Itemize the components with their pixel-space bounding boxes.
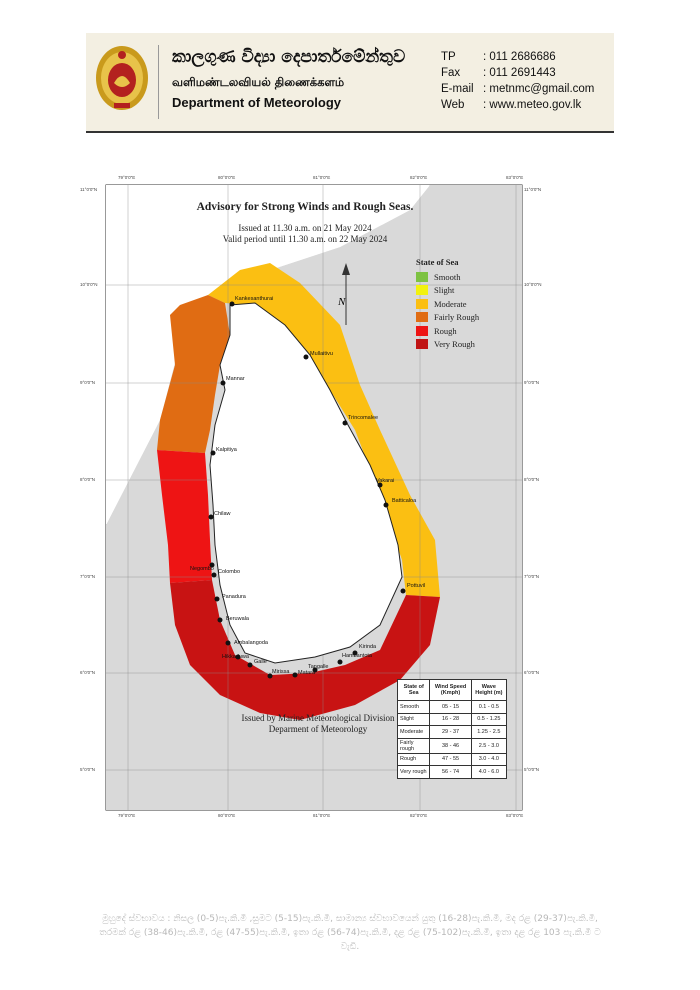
place-label: Ambalangoda bbox=[234, 640, 269, 646]
department-name-english: Department of Meteorology bbox=[172, 95, 342, 110]
lon-tick-label: 82°0'0"E bbox=[410, 175, 428, 180]
contact-email[interactable]: E-mail: metnmc@gmail.com bbox=[441, 83, 595, 95]
place-label: Pottuvil bbox=[407, 583, 425, 589]
lon-tick-label: 83°0'0"E bbox=[506, 175, 524, 180]
place-label: Kirinda bbox=[359, 644, 377, 650]
place-label: Mirissa bbox=[272, 669, 290, 675]
place-label: Tangalle bbox=[308, 664, 329, 670]
sea-state-map: Kankesanthurai Mullaitivu Mannar Trincom… bbox=[80, 165, 550, 825]
lon-tick-label: 79°0'0"E bbox=[118, 813, 136, 818]
lon-tick-label: 81°0'0"E bbox=[313, 813, 331, 818]
lat-tick-label: 5°0'0"N bbox=[80, 767, 96, 772]
department-name-tamil: வளிமண்டலவியல் திணைக்களம் bbox=[172, 75, 345, 89]
place-label: Trincomalee bbox=[348, 415, 378, 421]
place-label: Kankesanthurai bbox=[235, 296, 273, 302]
place-label: Hambantota bbox=[342, 653, 373, 659]
place-label: Matara bbox=[298, 670, 316, 676]
legend-item: Slight bbox=[416, 284, 508, 298]
sri-lanka-landmass bbox=[209, 302, 403, 664]
place-label: Kalpitiya bbox=[216, 447, 238, 453]
contact-fax: Fax: 011 2691443 bbox=[441, 67, 556, 79]
lon-tick-label: 79°0'0"E bbox=[118, 175, 136, 180]
department-name-sinhala: කාලගුණ විද්‍යා දෙපාර්තමේන්තුව bbox=[172, 47, 406, 67]
legend-item: Moderate bbox=[416, 297, 508, 311]
issuer-note: Issued by Marine Meteorological Division… bbox=[241, 713, 395, 734]
lon-tick-label: 80°0'0"E bbox=[218, 175, 236, 180]
sea-state-description-sinhala: මුහුදේ ස්වභාවය : නිසල (0-5)පැ.කි.මී ,සුම… bbox=[99, 914, 601, 952]
lat-tick-label: 5°0'0"N bbox=[524, 767, 540, 772]
department-emblem-icon bbox=[96, 46, 148, 110]
zone-very-rough bbox=[170, 580, 440, 720]
lat-tick-label: 9°0'0"N bbox=[80, 380, 96, 385]
lat-tick-label: 10°0'0"N bbox=[524, 282, 542, 287]
issued-info: Issued at 11.30 a.m. on 21 May 2024 Vali… bbox=[222, 223, 388, 244]
lat-tick-label: 7°0'0"N bbox=[80, 574, 96, 579]
table-row: Rough 47 - 55 3.0 - 4.0 bbox=[396, 752, 508, 766]
place-label: Mannar bbox=[226, 376, 245, 382]
letterhead-divider bbox=[158, 45, 159, 119]
coastal-stations bbox=[208, 301, 406, 679]
lon-tick-label: 81°0'0"E bbox=[313, 175, 331, 180]
place-label: Colombo bbox=[218, 569, 240, 575]
sea-state-table: State of Sea Wind Speed (Kmph) Wave Heig… bbox=[396, 679, 508, 779]
contact-block: TP: 011 2686686 Fax: 011 2691443 E-mail:… bbox=[441, 51, 594, 115]
lat-tick-label: 8°0'0"N bbox=[80, 477, 96, 482]
unclassified-area bbox=[106, 185, 430, 525]
place-label: Vakarai bbox=[376, 478, 394, 484]
place-label: Chilaw bbox=[214, 511, 231, 517]
place-label: Beruwala bbox=[226, 616, 250, 622]
legend-item: Very Rough bbox=[416, 338, 508, 352]
table-row: Moderate 29 - 37 1.25 - 2.5 bbox=[396, 725, 508, 739]
zone-moderate bbox=[208, 263, 440, 597]
lat-tick-label: 11°0'0"N bbox=[80, 187, 98, 192]
place-label: Batticaloa bbox=[392, 498, 417, 504]
place-label: Mullaitivu bbox=[310, 351, 333, 357]
lat-tick-label: 9°0'0"N bbox=[524, 380, 540, 385]
lon-tick-label: 83°0'0"E bbox=[506, 813, 524, 818]
table-row: Smooth 05 - 15 0.1 - 0.5 bbox=[396, 700, 508, 714]
place-label: Galle bbox=[254, 659, 267, 665]
zone-rough bbox=[157, 450, 212, 583]
legend-item: Smooth bbox=[416, 270, 508, 284]
legend-item: Rough bbox=[416, 324, 508, 338]
zone-fairly-rough bbox=[157, 295, 230, 453]
legend: State of Sea Smooth Slight Moderate Fair… bbox=[416, 257, 508, 351]
north-arrow-icon bbox=[342, 263, 350, 325]
contact-web[interactable]: Web: www.meteo.gov.lk bbox=[441, 99, 582, 111]
lat-tick-label: 10°0'0"N bbox=[80, 282, 98, 287]
place-label: Hikkaduwa bbox=[222, 654, 250, 660]
lat-tick-label: 7°0'0"N bbox=[524, 574, 540, 579]
legend-title: State of Sea bbox=[416, 257, 459, 267]
letterhead: කාලගුණ විද්‍යා දෙපාර්තමේන්තුව வளிமண்டலவி… bbox=[86, 33, 614, 133]
lat-tick-label: 6°0'0"N bbox=[80, 670, 96, 675]
map-title: Advisory for Strong Winds and Rough Seas… bbox=[196, 201, 414, 213]
lon-tick-label: 80°0'0"E bbox=[218, 813, 236, 818]
place-labels: Kankesanthurai Mullaitivu Mannar Trincom… bbox=[190, 296, 425, 676]
lat-tick-label: 8°0'0"N bbox=[524, 477, 540, 482]
lat-tick-label: 11°0'0"N bbox=[524, 187, 542, 192]
legend-item: Fairly Rough bbox=[416, 311, 508, 325]
place-label: Panadura bbox=[222, 594, 247, 600]
lat-tick-label: 6°0'0"N bbox=[524, 670, 540, 675]
north-label: N bbox=[337, 296, 346, 308]
lon-tick-label: 82°0'0"E bbox=[410, 813, 428, 818]
table-row: Slight 16 - 28 0.5 - 1.25 bbox=[396, 712, 508, 726]
contact-phone: TP: 011 2686686 bbox=[441, 51, 556, 63]
table-row: Very rough 56 - 74 4.0 - 6.0 bbox=[396, 765, 508, 779]
place-label: Negombo bbox=[190, 566, 214, 572]
table-row: Fairly rough 38 - 46 2.5 - 3.0 bbox=[396, 737, 508, 754]
